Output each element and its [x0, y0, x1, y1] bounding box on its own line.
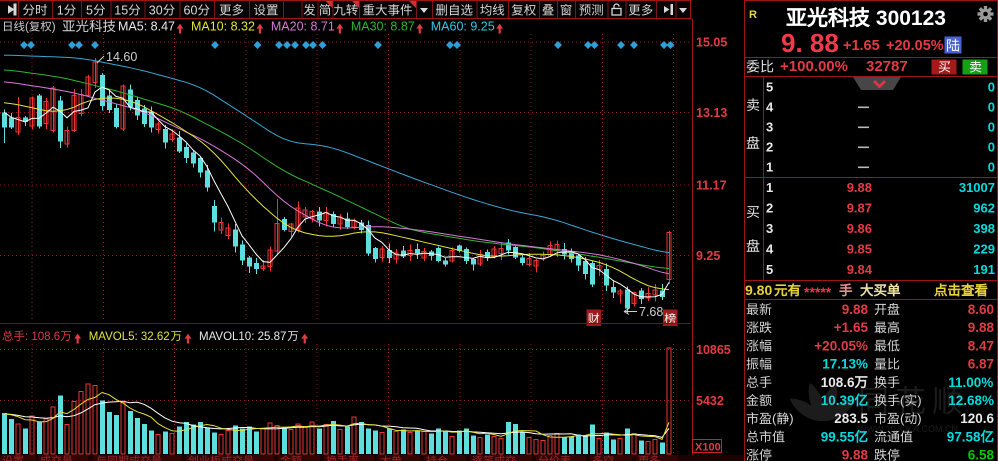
svg-text:6.87: 6.87 [968, 357, 994, 372]
svg-text:99.55: 99.55 [821, 429, 855, 444]
svg-text:MA5: 8.47: MA5: 8.47 [118, 20, 175, 34]
svg-text:283.5: 283.5 [834, 411, 868, 426]
svg-text:5: 5 [86, 4, 93, 18]
svg-text:): ) [917, 411, 921, 426]
svg-text:+1.65: +1.65 [834, 320, 869, 335]
svg-text:9.88: 9.88 [847, 180, 872, 195]
svg-text:*****: ***** [804, 284, 832, 300]
svg-text:9.25: 9.25 [696, 249, 720, 263]
svg-text:108.6: 108.6 [821, 375, 855, 390]
svg-text:1: 1 [57, 4, 64, 18]
svg-text:30: 30 [149, 4, 163, 18]
svg-text:11.00%: 11.00% [948, 375, 993, 390]
svg-text:17.13%: 17.13% [822, 357, 868, 372]
svg-text:0: 0 [988, 100, 995, 115]
svg-text:0: 0 [988, 120, 995, 135]
svg-text:0: 0 [988, 140, 995, 155]
svg-text:962: 962 [973, 200, 995, 215]
svg-text:(: ( [25, 22, 29, 34]
svg-text:7.68: 7.68 [639, 305, 663, 319]
svg-text:9.85: 9.85 [847, 242, 872, 257]
svg-text:WWW.10JQKA.COM.CN: WWW.10JQKA.COM.CN [858, 424, 958, 434]
svg-text:97.58: 97.58 [947, 429, 981, 444]
svg-text:4: 4 [766, 100, 774, 115]
svg-text:MA60: 9.25: MA60: 9.25 [431, 20, 495, 34]
svg-text:): ) [789, 411, 793, 426]
svg-text:9.88: 9.88 [842, 448, 869, 461]
svg-text:10.39: 10.39 [821, 393, 855, 408]
svg-text:5: 5 [766, 80, 773, 95]
svg-text:+20.05%: +20.05% [814, 338, 868, 353]
svg-text:120.6: 120.6 [960, 411, 994, 426]
svg-text:2: 2 [766, 140, 773, 155]
svg-text:9.86: 9.86 [847, 221, 872, 236]
svg-text:MAVOL10: 25.87: MAVOL10: 25.87 [199, 331, 286, 343]
svg-text:MA10: 8.32: MA10: 8.32 [191, 20, 255, 34]
svg-text:8.60: 8.60 [968, 302, 994, 317]
svg-text:6.58: 6.58 [968, 448, 995, 461]
svg-text:9.88: 9.88 [842, 302, 869, 317]
svg-text:R: R [749, 9, 757, 21]
svg-text:3: 3 [766, 120, 773, 135]
svg-text:15.05: 15.05 [696, 36, 727, 50]
svg-text:9.87: 9.87 [847, 200, 872, 215]
svg-text:300123: 300123 [876, 7, 946, 30]
svg-text:4: 4 [766, 242, 774, 257]
svg-text:9.84: 9.84 [847, 262, 873, 277]
svg-text:): ) [52, 22, 56, 34]
svg-text:398: 398 [973, 221, 995, 236]
svg-text:14.60: 14.60 [106, 50, 137, 64]
svg-text:+20.05%: +20.05% [886, 38, 944, 54]
svg-text:5: 5 [766, 262, 773, 277]
svg-text:(: ( [900, 411, 905, 426]
svg-text:1: 1 [766, 180, 773, 195]
svg-text:2: 2 [766, 200, 773, 215]
svg-text:X100: X100 [695, 442, 721, 454]
svg-text:229: 229 [973, 242, 995, 257]
svg-text:9.80: 9.80 [745, 282, 772, 298]
svg-text:60: 60 [184, 4, 198, 18]
svg-text:191: 191 [973, 262, 995, 277]
svg-text:32787: 32787 [866, 58, 908, 75]
svg-text:+100.00%: +100.00% [780, 58, 848, 75]
svg-text:0: 0 [988, 80, 995, 95]
svg-text:5432: 5432 [696, 394, 724, 408]
svg-text:MA20: 8.71: MA20: 8.71 [271, 20, 335, 34]
svg-text:9.88: 9.88 [968, 320, 995, 335]
svg-text:MAVOL5: 32.62: MAVOL5: 32.62 [89, 331, 170, 343]
svg-text:(: ( [772, 411, 777, 426]
svg-text:3: 3 [766, 221, 773, 236]
svg-text:15: 15 [114, 4, 128, 18]
svg-text:10865: 10865 [696, 343, 731, 357]
svg-text:9. 88: 9. 88 [781, 28, 839, 58]
svg-text:31007: 31007 [959, 180, 995, 195]
svg-text:1: 1 [766, 160, 773, 175]
svg-text:0: 0 [988, 160, 995, 175]
svg-text:13.13: 13.13 [696, 106, 727, 120]
svg-text:+1.65: +1.65 [843, 38, 880, 54]
svg-text:: 108.6: : 108.6 [25, 331, 60, 343]
svg-text:8.47: 8.47 [968, 338, 994, 353]
svg-text:MA30: 8.87: MA30: 8.87 [351, 20, 415, 34]
svg-text:11.17: 11.17 [696, 178, 727, 192]
